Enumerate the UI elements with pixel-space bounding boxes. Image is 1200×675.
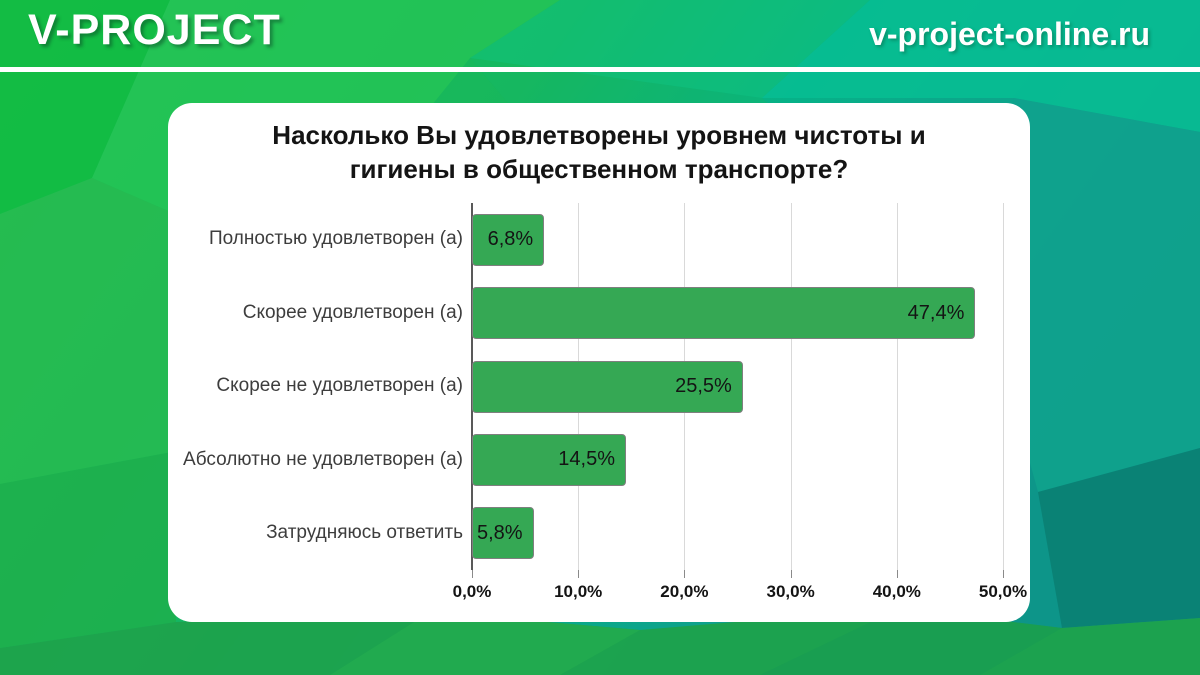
x-tick-mark bbox=[472, 570, 473, 578]
bar-track: 14,5% bbox=[472, 423, 1003, 496]
bar-row: Полностью удовлетворен (а) 6,8% bbox=[168, 203, 1030, 276]
bar: 47,4% bbox=[472, 287, 976, 340]
x-tick-label: 10,0% bbox=[554, 582, 603, 601]
bar-row: Скорее не удовлетворен (а) 25,5% bbox=[168, 350, 1030, 423]
bar-chart: Полностью удовлетворен (а) 6,8% Скорее удо… bbox=[168, 203, 1030, 601]
x-tick-mark bbox=[790, 570, 792, 578]
gridline bbox=[1003, 203, 1004, 570]
x-tick-label: 40,0% bbox=[872, 582, 921, 601]
bar-row: Скорее удовлетворен (а) 47,4% bbox=[168, 276, 1030, 349]
value-label: 14,5% bbox=[558, 448, 615, 471]
header: V-PROJECT v-project-online.ru bbox=[0, 0, 1200, 67]
bar-track: 5,8% bbox=[472, 497, 1003, 570]
chart-card: Насколько Вы удовлетворены уровнем чисто… bbox=[168, 103, 1030, 622]
bar: 5,8% bbox=[472, 507, 534, 560]
x-tick-label: 50,0% bbox=[978, 582, 1028, 601]
value-label: 25,5% bbox=[675, 375, 732, 398]
bar: 25,5% bbox=[472, 360, 743, 413]
x-tick-mark bbox=[684, 570, 686, 578]
x-tick-label: 0,0% bbox=[452, 582, 492, 601]
chart-title: Насколько Вы удовлетворены уровнем чисто… bbox=[272, 120, 926, 184]
bars-container: Полностью удовлетворен (а) 6,8% Скорее удо… bbox=[168, 203, 1030, 570]
category-label: Полностью удовлетворен (а) bbox=[208, 228, 463, 250]
bar-row: Затрудняюсь ответить 5,8% bbox=[168, 497, 1030, 570]
x-tick-label: 30,0% bbox=[766, 582, 815, 601]
bar: 6,8% bbox=[472, 213, 545, 266]
x-tick-mark bbox=[896, 570, 898, 578]
gridline bbox=[896, 203, 898, 570]
category-label: Скорее не удовлетворен (а) bbox=[216, 375, 463, 397]
header-divider bbox=[0, 67, 1200, 72]
bar-row: Абсолютно не удовлетворен (а) 14,5% bbox=[168, 423, 1030, 496]
bar-track: 47,4% bbox=[472, 276, 1003, 349]
brand-logo: V-PROJECT bbox=[28, 6, 281, 54]
gridline bbox=[790, 203, 792, 570]
x-tick-label: 20,0% bbox=[660, 582, 709, 601]
x-axis: 0,0% 10,0% 20,0% 30,0% 40,0% 50,0% bbox=[453, 570, 1027, 610]
x-tick-mark bbox=[578, 570, 580, 578]
site-url: v-project-online.ru bbox=[869, 16, 1150, 52]
bar: 14,5% bbox=[472, 433, 626, 486]
category-label: Скорее удовлетворен (а) bbox=[242, 301, 463, 323]
bar-track: 6,8% bbox=[472, 203, 1003, 276]
value-label: 5,8% bbox=[477, 521, 523, 544]
x-tick-mark bbox=[1003, 570, 1004, 578]
bar-track: 25,5% bbox=[472, 350, 1003, 423]
category-label: Абсолютно не удовлетворен (а) bbox=[183, 448, 463, 470]
value-label: 47,4% bbox=[907, 301, 965, 324]
value-label: 6,8% bbox=[487, 228, 534, 251]
category-label: Затрудняюсь ответить bbox=[266, 521, 463, 543]
